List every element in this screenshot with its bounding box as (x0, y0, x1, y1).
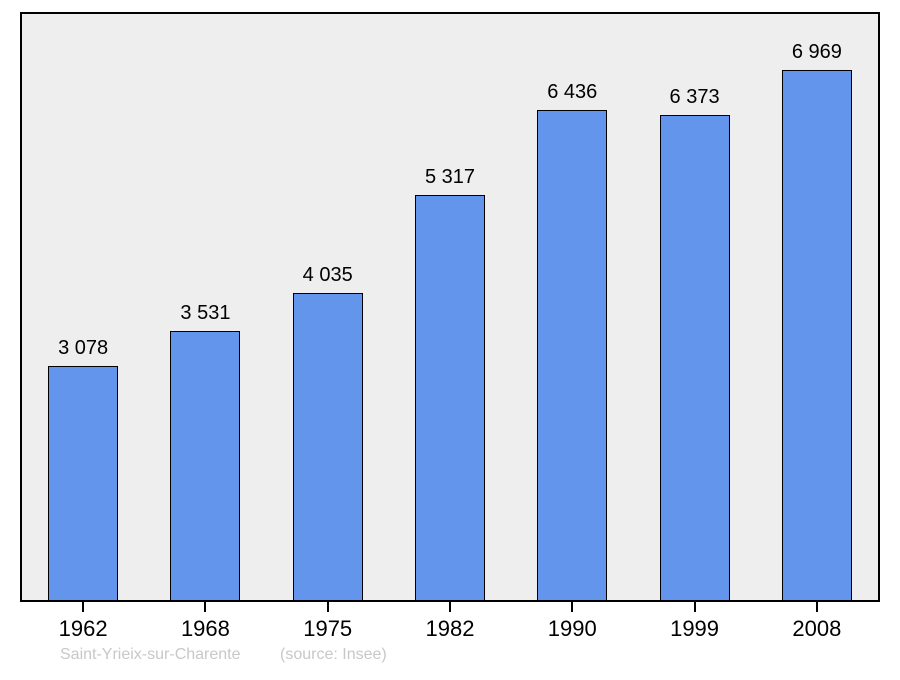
bar (660, 115, 730, 600)
chart-canvas: 3 0783 5314 0355 3176 4366 3736 96919621… (0, 0, 900, 680)
bar (170, 331, 240, 600)
bar (782, 70, 852, 600)
x-tick (449, 602, 451, 612)
x-axis-label: 1968 (145, 616, 265, 642)
x-axis-label: 1975 (268, 616, 388, 642)
x-tick (82, 602, 84, 612)
x-axis-label: 2008 (757, 616, 877, 642)
x-tick (694, 602, 696, 612)
bar (537, 110, 607, 600)
x-tick (204, 602, 206, 612)
caption-location: Saint-Yrieix-sur-Charente (60, 646, 241, 664)
bar-value-label: 3 078 (23, 337, 143, 360)
x-tick (327, 602, 329, 612)
bar (48, 366, 118, 600)
bar (293, 293, 363, 600)
bar (415, 195, 485, 600)
bar-value-label: 5 317 (390, 166, 510, 189)
bar-value-label: 6 436 (512, 81, 632, 104)
bar-value-label: 3 531 (145, 302, 265, 325)
bar-value-label: 6 969 (757, 41, 877, 64)
x-axis-label: 1982 (390, 616, 510, 642)
x-tick (816, 602, 818, 612)
bar-value-label: 4 035 (268, 264, 388, 287)
x-tick (571, 602, 573, 612)
x-axis-label: 1962 (23, 616, 143, 642)
bar-value-label: 6 373 (635, 86, 755, 109)
x-axis-label: 1990 (512, 616, 632, 642)
plot-area: 3 0783 5314 035 5 317 6 4366 3736 969 (20, 12, 880, 602)
x-axis-label: 1999 (635, 616, 755, 642)
caption-source: (source: Insee) (280, 646, 387, 664)
